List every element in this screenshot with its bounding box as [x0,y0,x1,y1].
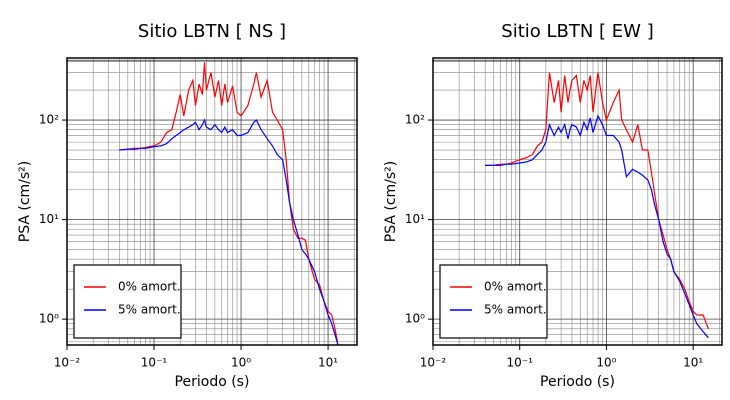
y-axis-label: PSA (cm/s²) [383,161,399,243]
x-tick-label: 10⁻¹ [141,356,168,370]
y-tick-label: 10¹ [405,212,425,226]
plot-frame [66,57,358,346]
legend-label: 5% amort. [484,303,547,317]
chart-panel: Sitio LBTN [ EW ] Periodo (s) PSA (cm/s²) 1… [383,21,723,390]
legend-box [73,264,182,339]
y-tick-label: 10¹ [39,212,59,226]
series-line [119,62,339,346]
chart-panel: Sitio LBTN [ NS ] Periodo (s) PSA (cm/s²) 1… [17,21,358,390]
chart-title: Sitio LBTN [ NS ] [138,21,286,42]
chart-title: Sitio LBTN [ EW ] [501,21,653,42]
y-tick-label: 10⁰ [39,312,59,326]
legend: 0% amort. 5% amort. [73,264,182,339]
x-tick-label: 10⁰ [231,356,251,370]
series-line [485,114,709,339]
y-tick-label: 10² [39,113,59,127]
x-tick-label: 10⁻² [420,356,447,370]
legend: 0% amort. 5% amort. [439,264,548,339]
series-line [119,118,339,346]
x-tick-label: 10⁻² [54,356,81,370]
legend-label: 0% amort. [118,280,181,294]
y-axis-label: PSA (cm/s²) [17,161,33,243]
legend-box [439,264,548,339]
y-tick-label: 10⁰ [405,312,425,326]
legend-label: 0% amort. [484,280,547,294]
x-tick-label: 10¹ [683,356,703,370]
x-axis-label: Periodo (s) [540,374,615,390]
x-tick-label: 10¹ [318,356,338,370]
plot-frame [432,57,723,346]
x-tick-label: 10⁻¹ [507,356,534,370]
legend-label: 5% amort. [118,303,181,317]
y-tick-label: 10² [405,113,425,127]
x-axis-label: Periodo (s) [175,374,250,390]
x-tick-label: 10⁰ [596,356,616,370]
